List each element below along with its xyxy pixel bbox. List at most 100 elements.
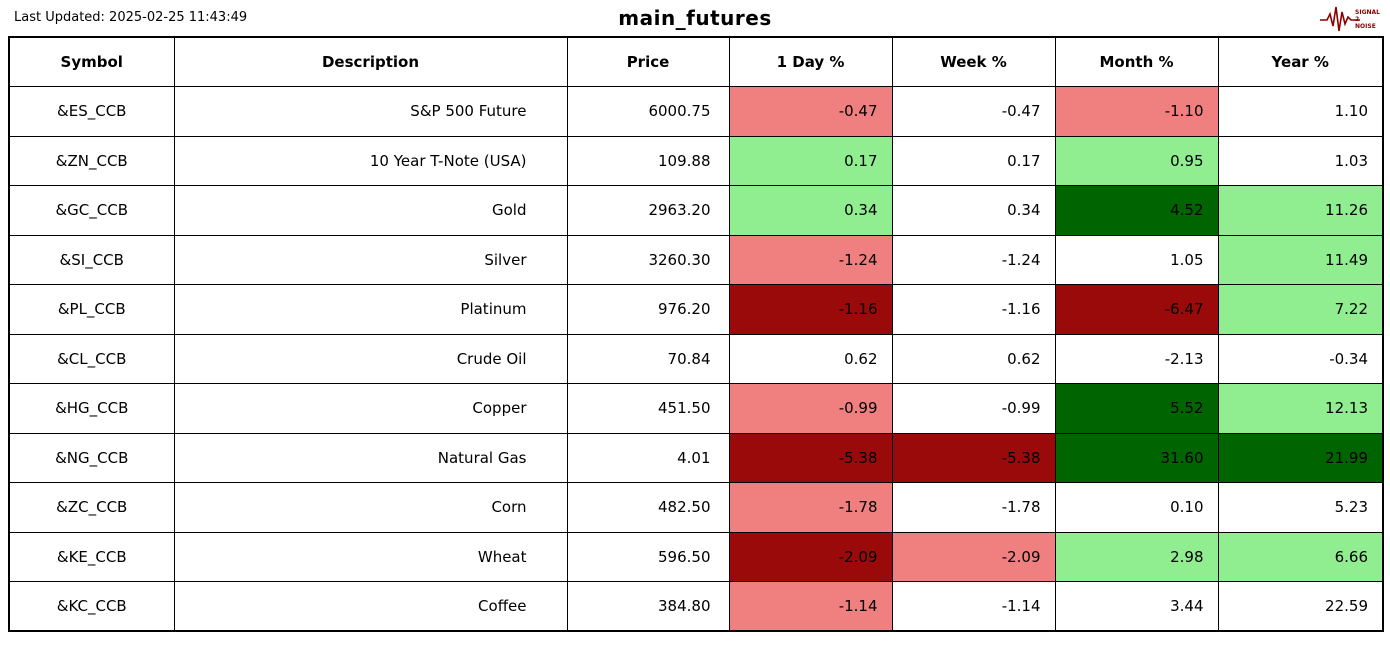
symbol-cell: &HG_CCB [8,383,175,434]
price-cell: 70.84 [566,333,730,384]
table-row: &ZC_CCB Corn 482.50 -1.78 -1.78 0.10 5.23 [8,482,1384,533]
column-header-week: Week % [891,36,1056,87]
year-pct-cell: 11.49 [1217,234,1384,285]
price-cell: 596.50 [566,531,730,582]
symbol-cell: &KC_CCB [8,581,175,632]
symbol-cell: &GC_CCB [8,185,175,236]
1day-pct-cell: 0.34 [728,185,893,236]
column-header-symbol: Symbol [8,36,175,87]
symbol-cell: &NG_CCB [8,432,175,483]
week-pct-cell: -0.99 [891,383,1056,434]
description-cell: Gold [173,185,568,236]
logo-text-mid: 2 [1355,15,1360,23]
1day-pct-cell: -1.78 [728,482,893,533]
description-cell: Coffee [173,581,568,632]
signal2noise-logo: SIGNAL 2 NOISE [1319,4,1380,34]
symbol-cell: &ZC_CCB [8,482,175,533]
table-row: &ES_CCB S&P 500 Future 6000.75 -0.47 -0.47 -1… [8,86,1384,137]
description-cell: Copper [173,383,568,434]
month-pct-cell: -1.10 [1054,86,1219,137]
table-header: Symbol Description Price 1 Day % Week % Month… [8,36,1384,87]
table-row: &NG_CCB Natural Gas 4.01 -5.38 -5.38 31.60 21.… [8,432,1384,483]
month-pct-cell: 0.10 [1054,482,1219,533]
year-pct-cell: 21.99 [1217,432,1384,483]
symbol-cell: &SI_CCB [8,234,175,285]
table-row: &KE_CCB Wheat 596.50 -2.09 -2.09 2.98 6.66 [8,531,1384,582]
logo-text: SIGNAL 2 NOISE [1355,9,1380,30]
waveform-icon [1320,6,1361,32]
table-row: &GC_CCB Gold 2963.20 0.34 0.34 4.52 11.26 [8,185,1384,236]
year-pct-cell: 1.03 [1217,135,1384,186]
symbol-cell: &ZN_CCB [8,135,175,186]
1day-pct-cell: -5.38 [728,432,893,483]
week-pct-cell: 0.17 [891,135,1056,186]
table-row: &ZN_CCB 10 Year T-Note (USA) 109.88 0.17 0.1… [8,135,1384,186]
description-cell: Wheat [173,531,568,582]
price-cell: 6000.75 [566,86,730,137]
last-updated-text: Last Updated: 2025-02-25 11:43:49 [14,10,248,25]
table-row: &CL_CCB Crude Oil 70.84 0.62 0.62 -2.13 -0.34 [8,333,1384,384]
1day-pct-cell: -1.14 [728,581,893,632]
page-title: main_futures [618,6,772,30]
week-pct-cell: 0.34 [891,185,1056,236]
table-row: &PL_CCB Platinum 976.20 -1.16 -1.16 -6.47 7.22 [8,284,1384,335]
column-header-year: Year % [1217,36,1384,87]
column-header-month: Month % [1054,36,1219,87]
1day-pct-cell: -1.16 [728,284,893,335]
week-pct-cell: -1.14 [891,581,1056,632]
symbol-cell: &CL_CCB [8,333,175,384]
year-pct-cell: 22.59 [1217,581,1384,632]
1day-pct-cell: 0.62 [728,333,893,384]
week-pct-cell: -0.47 [891,86,1056,137]
column-header-price: Price [566,36,730,87]
week-pct-cell: -2.09 [891,531,1056,582]
logo-text-top: SIGNAL [1355,8,1380,16]
description-cell: 10 Year T-Note (USA) [173,135,568,186]
table-row: &KC_CCB Coffee 384.80 -1.14 -1.14 3.44 22.59 [8,581,1384,632]
description-cell: Natural Gas [173,432,568,483]
column-header-description: Description [173,36,568,87]
year-pct-cell: -0.34 [1217,333,1384,384]
futures-table: Symbol Description Price 1 Day % Week % Month… [8,36,1384,632]
week-pct-cell: -1.16 [891,284,1056,335]
header-row: Symbol Description Price 1 Day % Week % Month… [8,36,1384,87]
1day-pct-cell: -0.47 [728,86,893,137]
1day-pct-cell: -0.99 [728,383,893,434]
month-pct-cell: 0.95 [1054,135,1219,186]
year-pct-cell: 12.13 [1217,383,1384,434]
month-pct-cell: 3.44 [1054,581,1219,632]
price-cell: 451.50 [566,383,730,434]
week-pct-cell: -5.38 [891,432,1056,483]
price-cell: 2963.20 [566,185,730,236]
price-cell: 4.01 [566,432,730,483]
1day-pct-cell: -1.24 [728,234,893,285]
year-pct-cell: 1.10 [1217,86,1384,137]
month-pct-cell: -2.13 [1054,333,1219,384]
price-cell: 384.80 [566,581,730,632]
month-pct-cell: 1.05 [1054,234,1219,285]
week-pct-cell: -1.78 [891,482,1056,533]
logo-text-bottom: NOISE [1355,22,1376,30]
symbol-cell: &PL_CCB [8,284,175,335]
description-cell: Crude Oil [173,333,568,384]
price-cell: 109.88 [566,135,730,186]
month-pct-cell: 4.52 [1054,185,1219,236]
price-cell: 976.20 [566,284,730,335]
1day-pct-cell: -2.09 [728,531,893,582]
column-header-1-day: 1 Day % [728,36,893,87]
month-pct-cell: 2.98 [1054,531,1219,582]
description-cell: Silver [173,234,568,285]
week-pct-cell: 0.62 [891,333,1056,384]
price-cell: 482.50 [566,482,730,533]
year-pct-cell: 7.22 [1217,284,1384,335]
1day-pct-cell: 0.17 [728,135,893,186]
description-cell: Platinum [173,284,568,335]
year-pct-cell: 5.23 [1217,482,1384,533]
year-pct-cell: 6.66 [1217,531,1384,582]
week-pct-cell: -1.24 [891,234,1056,285]
month-pct-cell: -6.47 [1054,284,1219,335]
table-body: &ES_CCB S&P 500 Future 6000.75 -0.47 -0.47 -1… [8,86,1384,632]
month-pct-cell: 5.52 [1054,383,1219,434]
symbol-cell: &KE_CCB [8,531,175,582]
main-futures-page: Last Updated: 2025-02-25 11:43:49 main_f… [8,4,1384,632]
